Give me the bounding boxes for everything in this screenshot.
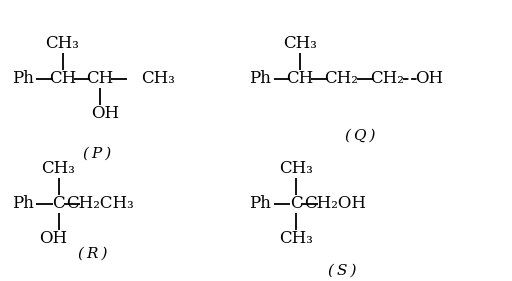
Text: CH: CH <box>87 70 114 87</box>
Text: CH₃: CH₃ <box>41 160 75 177</box>
Text: Ph: Ph <box>12 195 33 212</box>
Text: C: C <box>290 195 302 212</box>
Text: CH₃: CH₃ <box>141 70 175 87</box>
Text: CH₂OH: CH₂OH <box>304 195 366 212</box>
Text: Ph: Ph <box>12 70 33 87</box>
Text: OH: OH <box>39 230 68 247</box>
Text: C: C <box>52 195 65 212</box>
Text: ( Q ): ( Q ) <box>345 129 375 143</box>
Text: ( R ): ( R ) <box>78 246 107 260</box>
Text: CH: CH <box>49 70 76 87</box>
Text: OH: OH <box>91 105 119 122</box>
Text: CH₂: CH₂ <box>371 70 404 87</box>
Text: CH₃: CH₃ <box>279 160 313 177</box>
Text: CH₂: CH₂ <box>324 70 358 87</box>
Text: CH₂CH₃: CH₂CH₃ <box>66 195 134 212</box>
Text: ( P ): ( P ) <box>83 146 112 160</box>
Text: CH: CH <box>286 70 314 87</box>
Text: CH₃: CH₃ <box>283 35 317 52</box>
Text: ( S ): ( S ) <box>328 264 357 278</box>
Text: CH₃: CH₃ <box>46 35 79 52</box>
Text: OH: OH <box>415 70 443 87</box>
Text: Ph: Ph <box>249 195 271 212</box>
Text: Ph: Ph <box>249 70 271 87</box>
Text: CH₃: CH₃ <box>279 230 313 247</box>
